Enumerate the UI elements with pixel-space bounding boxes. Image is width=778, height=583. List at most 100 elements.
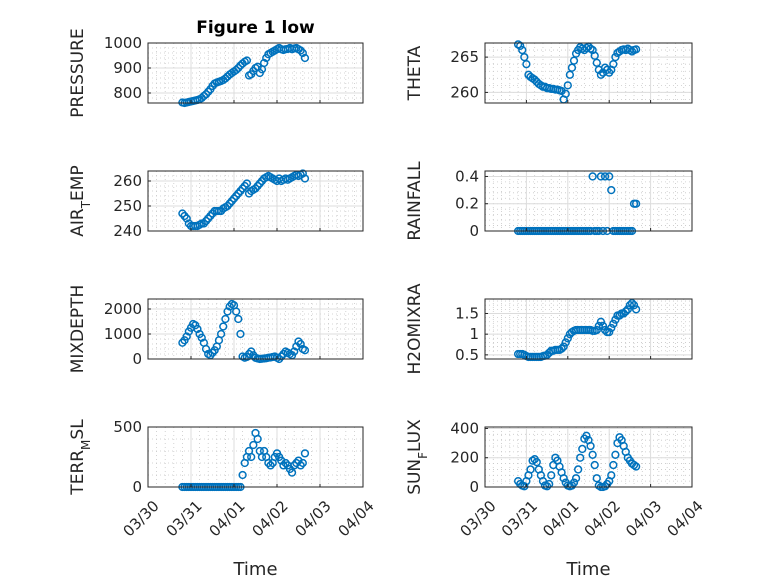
y-tick-label: 900	[113, 59, 142, 77]
data-point	[247, 452, 256, 462]
data-point	[296, 339, 305, 349]
axes-box	[484, 426, 693, 488]
data-point	[557, 344, 566, 353]
data-point	[522, 60, 531, 69]
y-tick-label: 250	[113, 197, 142, 215]
x-tick-label: 04/02	[581, 497, 624, 540]
data-point	[197, 333, 206, 342]
y-tick-label: 0	[132, 478, 142, 496]
data-point	[609, 319, 618, 328]
data-point	[526, 465, 535, 474]
data-point	[621, 307, 630, 316]
data-point	[242, 56, 252, 65]
data-point	[199, 91, 209, 101]
data-point	[588, 450, 597, 459]
data-point	[576, 453, 585, 462]
data-point	[569, 56, 579, 65]
data-point	[590, 51, 599, 60]
axes-box	[147, 170, 364, 232]
data-point	[561, 338, 570, 347]
x-axis-label: Time	[565, 559, 610, 580]
data-point	[232, 65, 241, 75]
y-tick-label: 265	[450, 48, 479, 66]
data-point	[193, 324, 202, 334]
data-point	[598, 321, 608, 331]
y-tick-label: 1000	[104, 325, 142, 343]
data-point	[627, 298, 637, 308]
data-point	[596, 70, 606, 79]
data-point	[565, 70, 575, 79]
data-point	[518, 45, 527, 55]
data-point	[609, 60, 618, 69]
y-tick-label: 200	[450, 449, 479, 467]
subplot-h2omixra: 0.5 1 1.5 H2OMIXRA	[405, 283, 693, 375]
data-point	[571, 474, 581, 483]
data-point	[631, 45, 641, 54]
data-point	[530, 75, 539, 84]
data-point	[300, 346, 310, 355]
x-tick-label: 04/03	[291, 497, 334, 540]
x-tick-label: 04/01	[205, 497, 248, 540]
subplot-pressure: 800 900 1000 PRESSURE Figure 1 low	[68, 18, 364, 118]
data-point	[249, 440, 258, 450]
data-point	[623, 305, 632, 314]
data-point	[607, 185, 616, 195]
data-point	[592, 474, 601, 483]
data-point	[216, 329, 226, 339]
data-point	[520, 482, 529, 491]
y-tick-label: 800	[113, 84, 142, 102]
subplot-sun-flux: 0 200 400 SUNFLUX 03/3003/3104/0104/0204/030…	[405, 419, 707, 580]
y-tick-label: 500	[113, 418, 142, 436]
data-point	[605, 327, 614, 337]
y-axis-label: TERRMSL	[68, 419, 93, 496]
data-point	[236, 329, 245, 339]
axes-box	[147, 42, 364, 104]
data-point	[298, 169, 307, 178]
data-point	[586, 441, 595, 451]
axes-box	[147, 298, 364, 360]
data-point	[578, 444, 587, 454]
data-point	[532, 457, 541, 467]
data-point	[266, 461, 275, 470]
x-axis-label: Time	[232, 559, 277, 580]
subplot-rainfall: 0 0.2 0.4 RAINFALL	[405, 161, 693, 241]
data-point	[625, 301, 635, 310]
data-point	[594, 321, 603, 331]
y-axis-label: AIRTEMP	[68, 165, 93, 236]
data-point	[582, 431, 591, 440]
plot-area	[485, 171, 692, 231]
data-point	[596, 317, 606, 326]
y-tick-label: 260	[450, 83, 479, 101]
y-axis-label: PRESSURE	[68, 28, 88, 117]
y-tick-label: 0.4	[455, 167, 479, 185]
y-tick-label: 1.5	[455, 304, 479, 322]
data-point	[588, 172, 597, 181]
x-tick-label: 04/02	[248, 497, 291, 540]
data-point	[611, 450, 620, 459]
subplot-terr-msl: 0 500 TERRMSL 03/30 03/31 04/01 04/02 04/03 04/0…	[68, 418, 378, 580]
y-tick-label: 240	[113, 222, 142, 240]
data-point	[516, 41, 525, 50]
y-tick-label: 0	[132, 350, 142, 368]
data-point	[631, 199, 641, 208]
data-point	[223, 307, 232, 316]
y-tick-label: 260	[113, 172, 142, 190]
data-point	[300, 449, 310, 458]
data-point	[559, 342, 568, 351]
data-point	[611, 315, 620, 324]
data-point	[290, 347, 299, 356]
y-tick-label: 0	[469, 478, 479, 496]
data-point	[287, 468, 297, 477]
data-point	[619, 309, 628, 318]
data-point	[232, 307, 241, 316]
x-tick-label: 04/03	[622, 497, 665, 540]
data-point	[238, 470, 247, 480]
subplot-theta: 260 265 THETA	[405, 40, 693, 104]
x-tick-label: 03/30	[119, 497, 162, 540]
y-tick-label: 400	[450, 419, 479, 437]
data-point	[182, 332, 191, 341]
data-point	[631, 462, 641, 471]
data-point	[221, 314, 230, 324]
data-point	[219, 322, 228, 331]
